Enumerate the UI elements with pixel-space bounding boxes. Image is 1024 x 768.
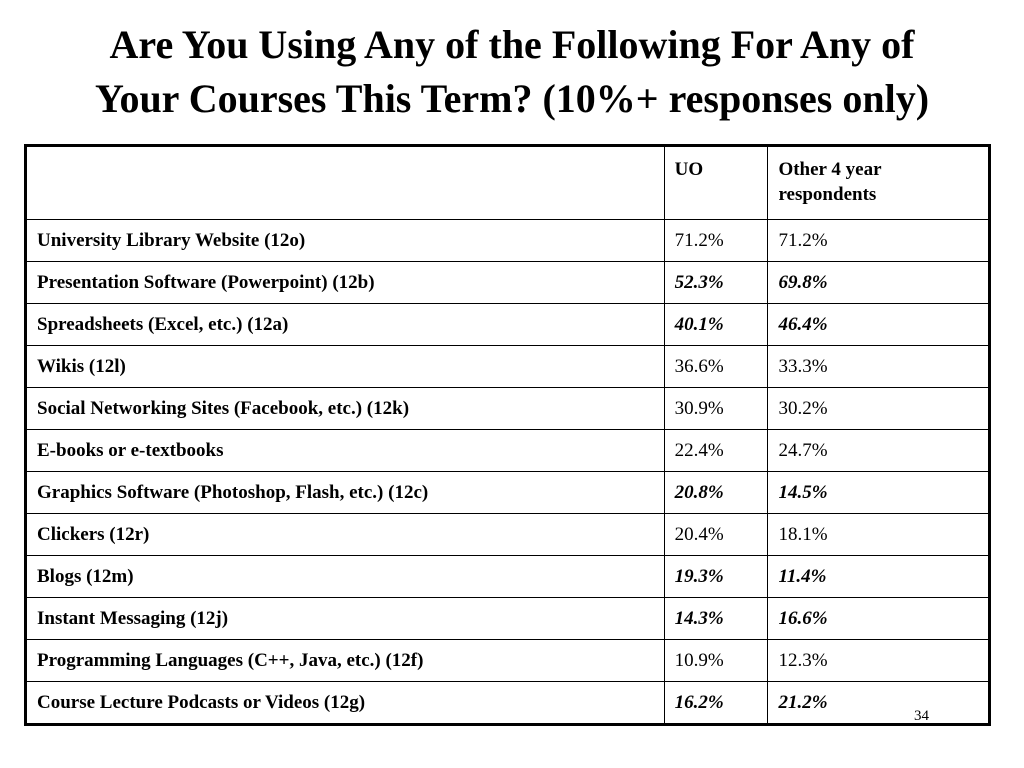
other-value: 14.5%	[767, 471, 990, 514]
row-label: Wikis (12l)	[25, 345, 665, 388]
row-label: Graphics Software (Photoshop, Flash, etc…	[25, 471, 665, 514]
row-label: E-books or e-textbooks	[25, 429, 665, 472]
title-line-1: Are You Using Any of the Following For A…	[109, 22, 915, 67]
table-row: Instant Messaging (12j) 14.3% 16.6%	[25, 597, 990, 640]
other-value: 71.2%	[767, 219, 990, 262]
table-row: Wikis (12l) 36.6% 33.3%	[25, 345, 990, 388]
uo-value: 19.3%	[663, 555, 769, 598]
other-value: 30.2%	[767, 387, 990, 430]
other-value: 12.3%	[767, 639, 990, 682]
row-label: Presentation Software (Powerpoint) (12b)	[25, 261, 665, 304]
table-row: Course Lecture Podcasts or Videos (12g) 1…	[25, 681, 990, 725]
table-row: E-books or e-textbooks 22.4% 24.7%	[25, 429, 990, 472]
table-row: Programming Languages (C++, Java, etc.) …	[25, 639, 990, 682]
uo-value: 40.1%	[663, 303, 769, 346]
uo-value: 52.3%	[663, 261, 769, 304]
uo-value: 20.8%	[663, 471, 769, 514]
slide-title: Are You Using Any of the Following For A…	[0, 18, 1024, 126]
other-value: 16.6%	[767, 597, 990, 640]
uo-value: 20.4%	[663, 513, 769, 556]
table-row: Spreadsheets (Excel, etc.) (12a) 40.1% 46.…	[25, 303, 990, 346]
other-value: 33.3%	[767, 345, 990, 388]
other-value: 69.8%	[767, 261, 990, 304]
header-item	[25, 145, 665, 220]
other-value: 46.4%	[767, 303, 990, 346]
row-label: Blogs (12m)	[25, 555, 665, 598]
table-body: University Library Website (12o) 71.2% 71.…	[25, 219, 990, 725]
uo-value: 71.2%	[663, 219, 769, 262]
uo-value: 22.4%	[663, 429, 769, 472]
uo-value: 16.2%	[663, 681, 769, 725]
uo-value: 36.6%	[663, 345, 769, 388]
table-row: Presentation Software (Powerpoint) (12b)…	[25, 261, 990, 304]
row-label: Programming Languages (C++, Java, etc.) …	[25, 639, 665, 682]
other-value: 18.1%	[767, 513, 990, 556]
page-number: 34	[914, 708, 929, 724]
row-label: Spreadsheets (Excel, etc.) (12a)	[25, 303, 665, 346]
other-value: 11.4%	[767, 555, 990, 598]
table-row: Graphics Software (Photoshop, Flash, etc…	[25, 471, 990, 514]
title-line-2: Your Courses This Term? (10%+ responses …	[94, 76, 930, 121]
header-other: Other 4 year respondents	[767, 145, 990, 220]
other-value: 24.7%	[767, 429, 990, 472]
table-row: Social Networking Sites (Facebook, etc.)…	[25, 387, 990, 430]
row-label: Course Lecture Podcasts or Videos (12g)	[25, 681, 665, 725]
header-uo: UO	[663, 145, 769, 220]
row-label: Social Networking Sites (Facebook, etc.)…	[25, 387, 665, 430]
uo-value: 10.9%	[663, 639, 769, 682]
table-row: University Library Website (12o) 71.2% 71.…	[25, 219, 990, 262]
table-row: Clickers (12r) 20.4% 18.1%	[25, 513, 990, 556]
row-label: Clickers (12r)	[25, 513, 665, 556]
row-label: University Library Website (12o)	[25, 219, 665, 262]
survey-table: UO Other 4 year respondents University L…	[24, 144, 991, 726]
uo-value: 14.3%	[663, 597, 769, 640]
uo-value: 30.9%	[663, 387, 769, 430]
table-header-row: UO Other 4 year respondents	[25, 145, 990, 220]
other-value: 21.2%	[767, 681, 990, 725]
row-label: Instant Messaging (12j)	[25, 597, 665, 640]
table-row: Blogs (12m) 19.3% 11.4%	[25, 555, 990, 598]
